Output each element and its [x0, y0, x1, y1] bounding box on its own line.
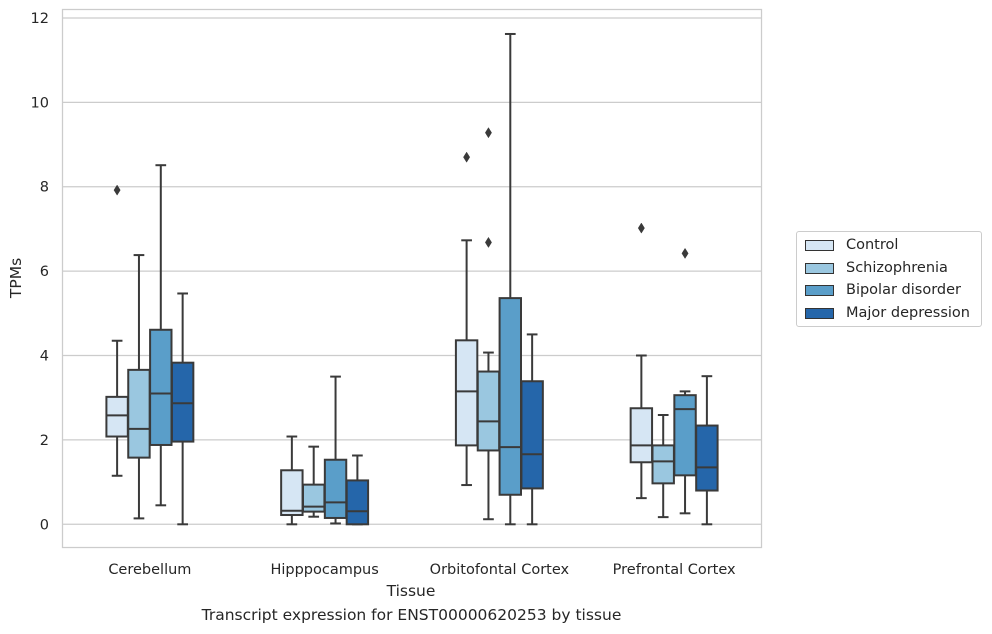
- iqr-box: [149, 328, 173, 446]
- legend-swatch-major-depression: [805, 307, 834, 319]
- chart-caption: Transcript expression for ENST0000062025…: [201, 606, 622, 624]
- outlier-point: [485, 236, 492, 248]
- legend-swatch-bipolar-disorder: [805, 284, 834, 296]
- y-axis-label: TPMs: [7, 258, 25, 299]
- box-hipppocampus-bipolar-disorder: [323, 375, 348, 525]
- x-tick-label-hipppocampus: Hipppocampus: [270, 562, 378, 578]
- iqr-box: [323, 458, 348, 519]
- box-prefrontal-cortex-bipolar-disorder: [673, 247, 697, 515]
- box-prefrontal-cortex-schizophrenia: [651, 414, 675, 519]
- iqr-box: [695, 424, 719, 492]
- outlier-point: [637, 222, 645, 234]
- legend-item-bipolar-disorder: Bipolar disorder: [805, 280, 961, 300]
- iqr-box: [127, 368, 151, 459]
- plot-area-frame: [61, 8, 763, 549]
- iqr-box: [629, 407, 654, 464]
- legend-item-control: Control: [805, 235, 898, 255]
- outlier-point: [113, 184, 121, 196]
- box-hipppocampus-major-depression: [345, 454, 370, 526]
- iqr-box: [105, 395, 129, 438]
- x-tick-label-prefrontal-cortex: Prefrontal Cortex: [613, 562, 736, 578]
- iqr-box: [651, 444, 675, 485]
- box-hipppocampus-control: [280, 435, 304, 526]
- y-tick-label-6: 6: [40, 264, 49, 280]
- x-tick-label-cerebellum: Cerebellum: [108, 562, 191, 578]
- box-hipppocampus-schizophrenia: [301, 445, 326, 518]
- iqr-box: [476, 370, 501, 452]
- box-orbitofontal-cortex-control: [454, 151, 479, 487]
- legend-label-schizophrenia: Schizophrenia: [846, 260, 948, 276]
- legend-label-bipolar-disorder: Bipolar disorder: [846, 282, 961, 298]
- y-tick-label-4: 4: [40, 349, 49, 365]
- iqr-box: [345, 479, 370, 526]
- y-tick-label-12: 12: [31, 11, 49, 27]
- iqr-box: [170, 361, 195, 443]
- iqr-box: [301, 483, 326, 513]
- outlier-point: [681, 247, 689, 259]
- box-prefrontal-cortex-major-depression: [695, 375, 719, 526]
- legend-item-schizophrenia: Schizophrenia: [805, 258, 948, 278]
- box-cerebellum-major-depression: [170, 292, 195, 526]
- legend-swatch-control: [805, 239, 834, 251]
- y-tick-label-10: 10: [31, 95, 49, 111]
- iqr-box: [673, 394, 697, 477]
- iqr-box: [454, 339, 479, 447]
- iqr-box: [280, 469, 304, 517]
- legend: Control Schizophrenia Bipolar disorder M…: [796, 231, 982, 327]
- y-tick-label-8: 8: [40, 180, 49, 196]
- y-tick-labels: 0 2 4 6 8 10 12: [31, 11, 49, 533]
- iqr-box: [520, 380, 544, 490]
- box-cerebellum-control: [105, 184, 129, 477]
- box-orbitofontal-cortex-bipolar-disorder: [498, 32, 523, 526]
- box-prefrontal-cortex-control: [629, 222, 654, 500]
- box-cerebellum-bipolar-disorder: [149, 164, 173, 507]
- box-cerebellum-schizophrenia: [127, 254, 151, 520]
- legend-label-major-depression: Major depression: [846, 305, 970, 321]
- legend-label-control: Control: [846, 237, 899, 253]
- iqr-box: [498, 297, 523, 496]
- legend-swatch-schizophrenia: [805, 262, 834, 274]
- y-tick-label-2: 2: [40, 433, 49, 449]
- box-series: [105, 32, 719, 526]
- outlier-point: [463, 151, 471, 163]
- box-orbitofontal-cortex-major-depression: [520, 333, 544, 526]
- y-tick-label-0: 0: [40, 517, 49, 533]
- x-tick-label-orbitofontal-cortex: Orbitofontal Cortex: [430, 562, 570, 578]
- x-tick-labels: Cerebellum Hipppocampus Orbitofontal Corte…: [108, 562, 736, 578]
- legend-item-major-depression: Major depression: [805, 303, 970, 323]
- outlier-point: [485, 127, 492, 139]
- x-axis-label: Tissue: [386, 582, 436, 600]
